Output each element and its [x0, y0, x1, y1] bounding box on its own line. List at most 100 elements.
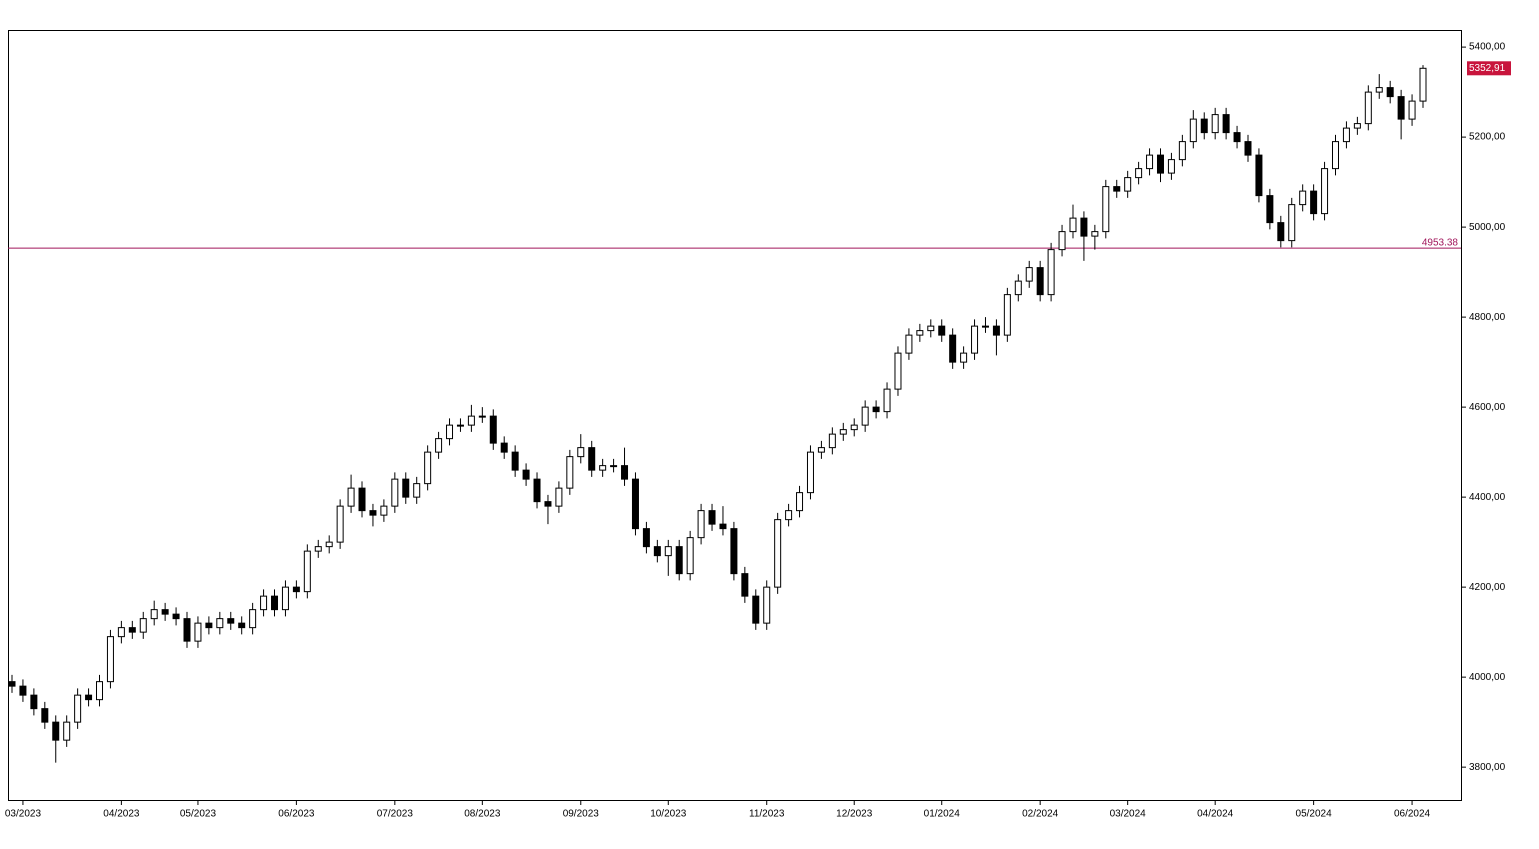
candle-body: [41, 708, 49, 723]
candle-body: [872, 406, 880, 413]
candle-body: [1266, 195, 1274, 224]
candle-body: [577, 447, 585, 458]
candle-body: [730, 528, 738, 575]
candle-body: [216, 618, 224, 629]
x-tick-label: 05/2023: [180, 809, 217, 820]
plot-frame: [8, 30, 1462, 801]
candle-body: [752, 595, 760, 624]
candle-body: [1080, 217, 1088, 237]
x-tick-label: 05/2024: [1296, 809, 1333, 820]
y-tick-label: 4000,00: [1469, 672, 1506, 683]
candle-body: [1025, 267, 1033, 282]
candle-body: [150, 609, 158, 620]
candle-body: [1102, 186, 1110, 233]
candle-body: [949, 334, 957, 363]
candle-body: [1331, 141, 1339, 170]
candle-body: [522, 469, 530, 480]
y-tick-label: 5000,00: [1469, 222, 1506, 233]
candle-body: [1277, 222, 1285, 242]
candle-body: [763, 586, 771, 624]
candle-body: [1058, 231, 1066, 251]
candle-body: [741, 573, 749, 597]
candle-body: [1397, 96, 1405, 120]
horizontal-line-label: 4953.38: [1422, 238, 1459, 249]
candle-body: [1353, 123, 1361, 129]
candle-body: [631, 478, 639, 530]
candle-body: [697, 510, 705, 539]
candle-body: [1364, 91, 1372, 125]
candle-body: [981, 325, 989, 328]
candle-body: [511, 451, 519, 471]
candle-body: [369, 510, 377, 516]
candle-body: [1408, 100, 1416, 120]
candle-body: [1233, 132, 1241, 143]
candle-body: [478, 415, 486, 418]
candle-body: [960, 352, 968, 363]
x-tick-label: 09/2023: [563, 809, 600, 820]
candle-body: [1255, 154, 1263, 197]
candle-body: [413, 483, 421, 498]
x-tick-label: 11/2023: [749, 809, 785, 820]
y-tick-label: 5200,00: [1469, 132, 1506, 143]
y-tick-label: 4800,00: [1469, 312, 1506, 323]
candle-body: [435, 438, 443, 453]
candle-body: [992, 325, 1000, 336]
candle-body: [1135, 168, 1143, 179]
candle-body: [336, 505, 344, 543]
candle-body: [30, 694, 38, 710]
candle-body: [1299, 190, 1307, 206]
candle-body: [905, 334, 913, 354]
candle-body: [883, 388, 891, 413]
candle-body: [1419, 67, 1427, 102]
candle-body: [1156, 154, 1164, 174]
candle-body: [96, 681, 104, 701]
candle-body: [347, 487, 355, 507]
candle-body: [85, 694, 93, 701]
candle-body: [555, 487, 563, 507]
candle-body: [52, 721, 60, 741]
candle-body: [325, 541, 333, 548]
candle-body: [916, 330, 924, 336]
candle-body: [664, 546, 672, 557]
x-tick-label: 06/2023: [278, 809, 315, 820]
candle-body: [205, 622, 213, 629]
candle-body: [117, 627, 125, 638]
candle-body: [303, 550, 311, 593]
candle-body: [1124, 177, 1132, 192]
candle-body: [1386, 87, 1394, 98]
candle-body: [1211, 114, 1219, 134]
x-tick-label: 12/2023: [836, 809, 873, 820]
x-tick-label: 10/2023: [650, 809, 687, 820]
candle-body: [971, 325, 979, 354]
candle-body: [544, 501, 552, 507]
candle-body: [1014, 280, 1022, 296]
candle-body: [828, 433, 836, 449]
candle-body: [1342, 127, 1350, 143]
candle-body: [653, 546, 661, 557]
candle-body: [1288, 204, 1296, 242]
y-tick-label: 5400,00: [1469, 42, 1506, 53]
candle-body: [1036, 267, 1044, 296]
candle-body: [128, 627, 136, 633]
candle-body: [566, 456, 574, 489]
candle-body: [467, 415, 475, 426]
candle-body: [1146, 154, 1154, 170]
candle-body: [380, 505, 388, 516]
candle-body: [1222, 114, 1230, 134]
candle-body: [292, 586, 300, 593]
candle-body: [238, 622, 246, 629]
candle-body: [424, 451, 432, 485]
candle-body: [938, 325, 946, 336]
candle-body: [774, 519, 782, 588]
last-price-box: [1467, 61, 1511, 76]
candle-body: [1375, 87, 1383, 93]
candle-body: [8, 681, 16, 687]
candle-body: [894, 352, 902, 390]
candle-body: [588, 447, 596, 471]
candle-body: [1200, 118, 1208, 134]
candle-body: [1321, 168, 1329, 215]
candle-body: [249, 609, 257, 629]
candle-body: [675, 546, 683, 575]
x-tick-label: 04/2024: [1197, 809, 1234, 820]
candle-body: [1167, 159, 1175, 174]
